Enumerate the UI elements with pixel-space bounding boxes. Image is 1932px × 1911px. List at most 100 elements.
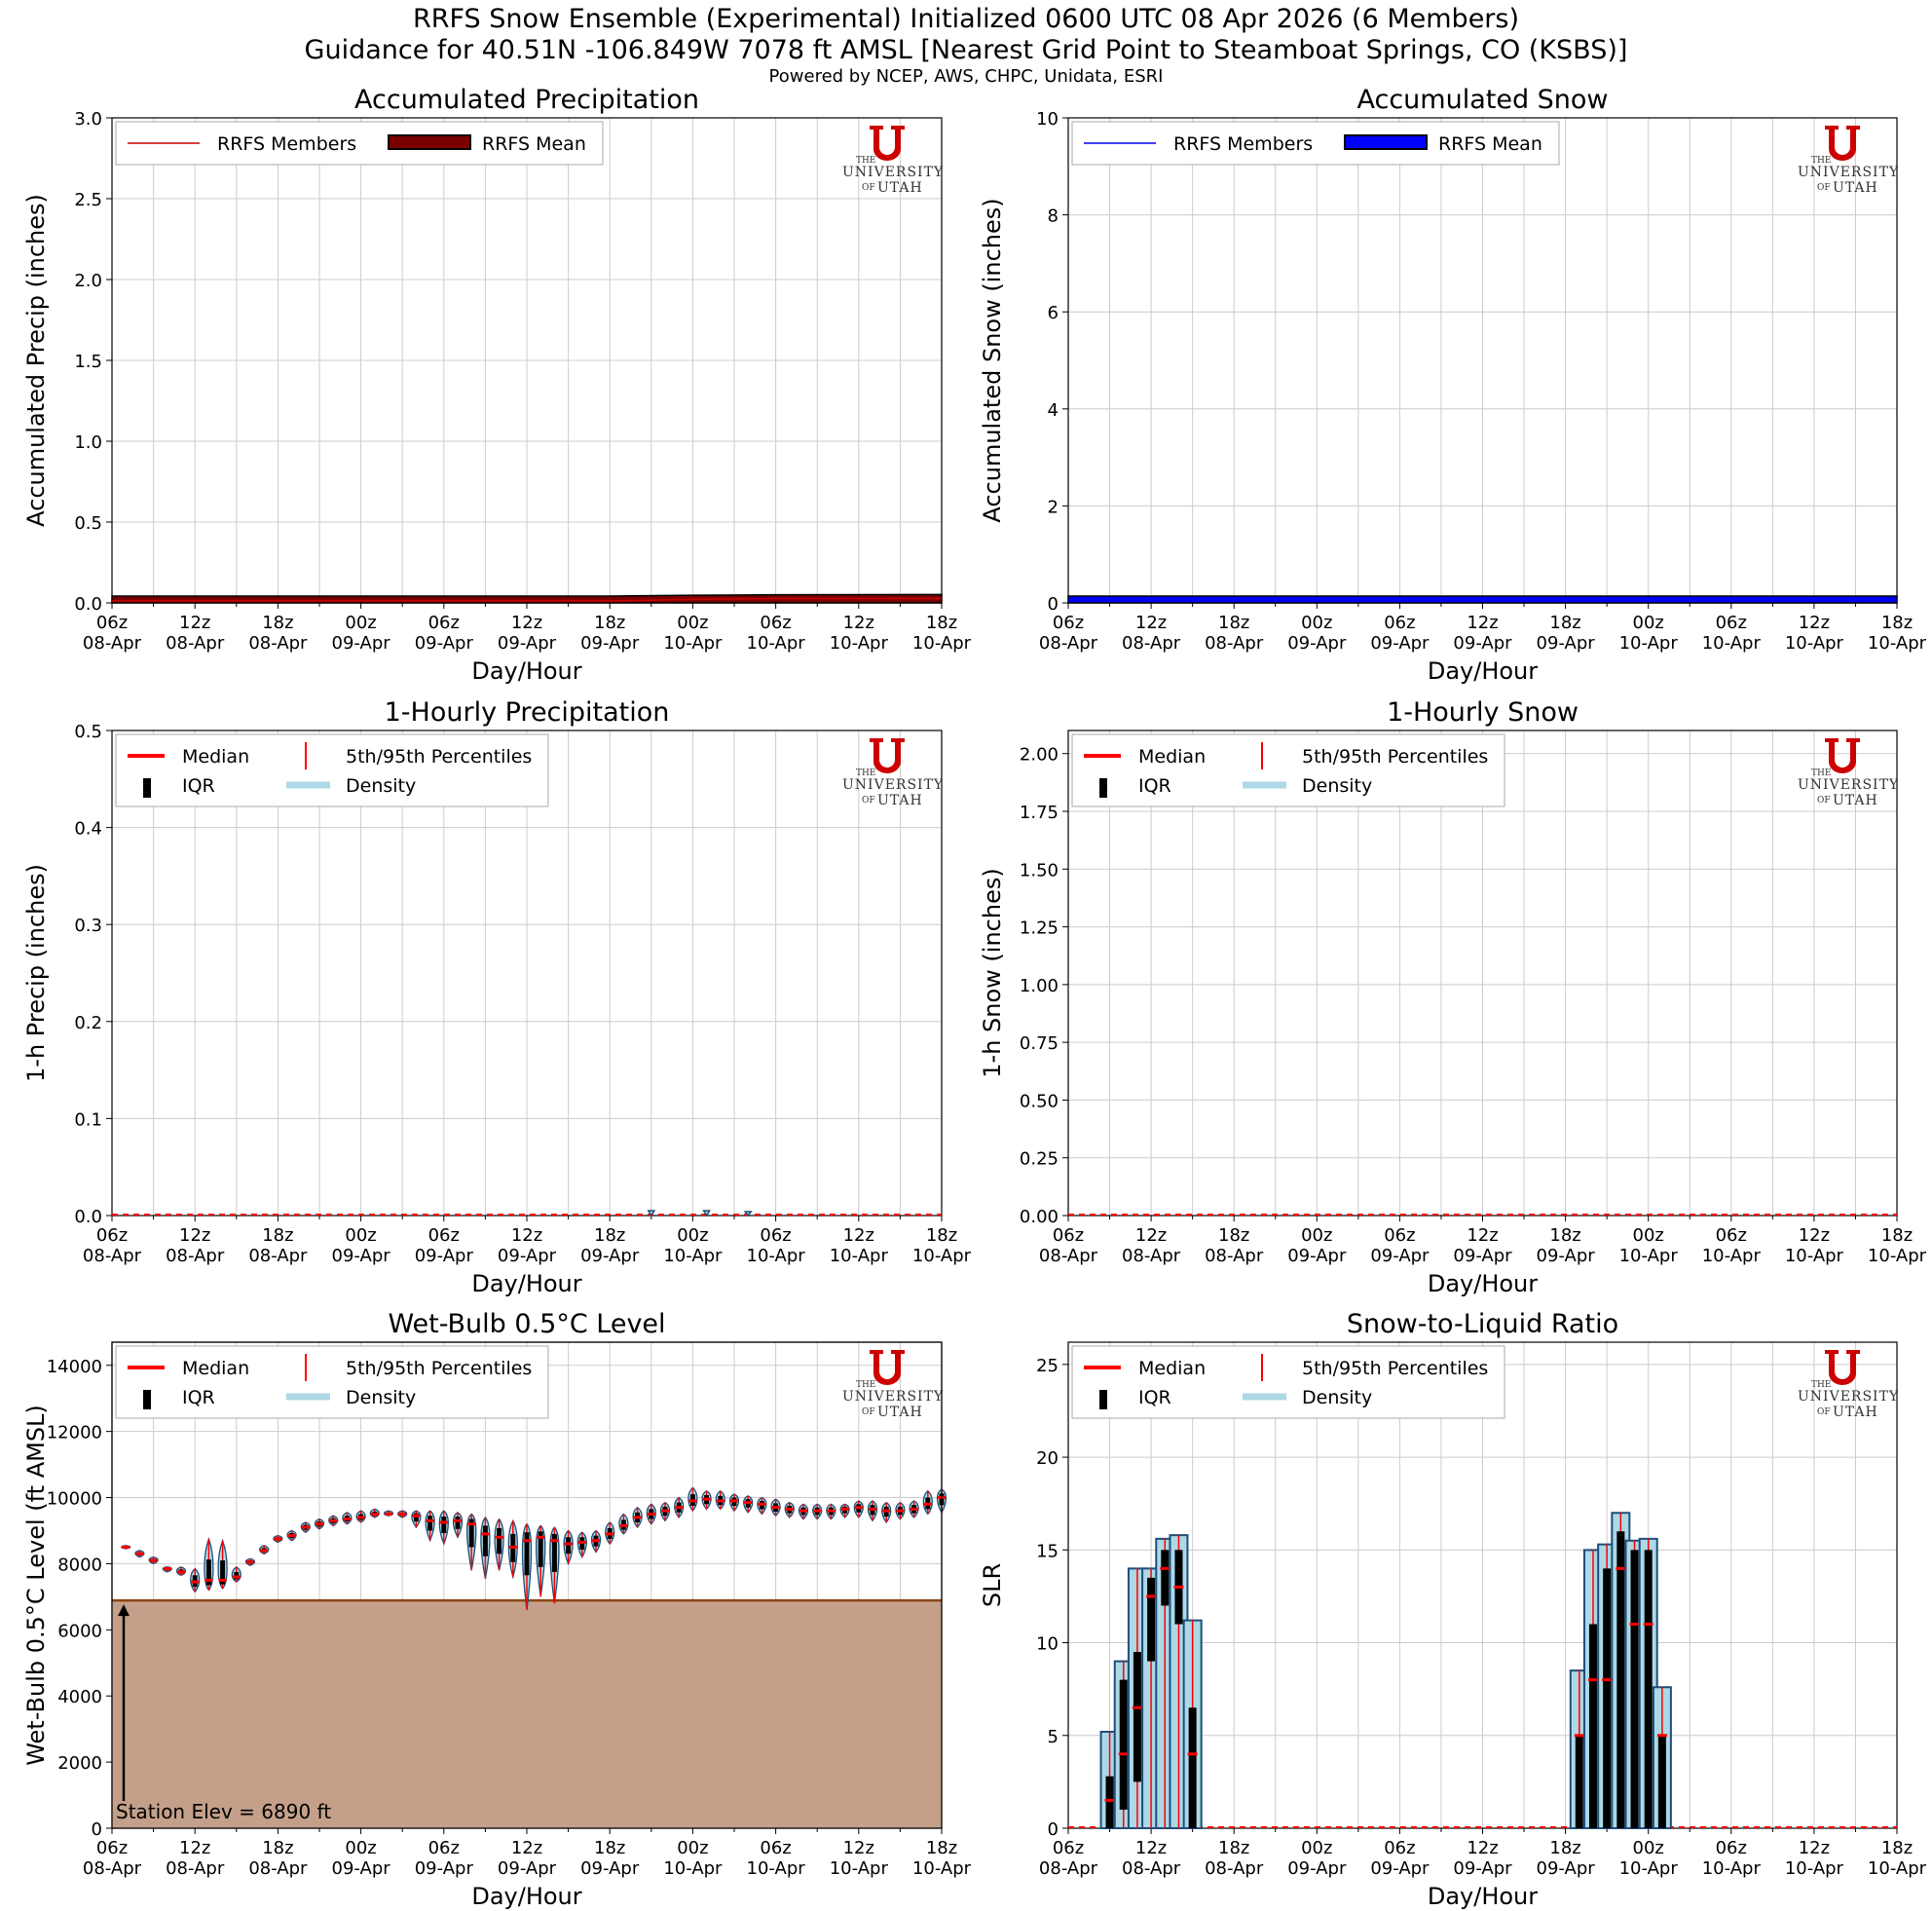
utah-u-logo-icon — [870, 738, 905, 773]
x-tick-day-label: 09-Apr — [580, 633, 640, 654]
logo-utah-text: UTAH — [1833, 180, 1878, 196]
utah-u-logo-icon — [1825, 738, 1860, 773]
x-tick-day-label: 10-Apr — [1702, 1858, 1762, 1879]
iqr-bar — [413, 1513, 419, 1522]
x-tick-hour-label: 12z — [1135, 613, 1167, 633]
x-tick-hour-label: 18z — [594, 1838, 625, 1858]
x-tick-hour-label: 00z — [1301, 1838, 1332, 1858]
x-tick-hour-label: 06z — [1053, 1225, 1084, 1246]
logo-university-text: UNIVERSITY — [842, 777, 944, 793]
iqr-bar — [205, 1559, 211, 1586]
x-tick-day-label: 10-Apr — [830, 1858, 889, 1879]
x-tick-day-label: 09-Apr — [415, 633, 474, 654]
x-tick-hour-label: 12z — [1135, 1838, 1167, 1858]
x-tick-hour-label: 12z — [1799, 613, 1830, 633]
legend-mean-label: RRFS Mean — [1438, 133, 1542, 155]
x-tick-day-label: 10-Apr — [1868, 1858, 1927, 1879]
panel-title: 1-Hourly Snow — [1387, 697, 1579, 728]
legend-members-label: RRFS Members — [217, 133, 356, 155]
legend-box — [115, 1345, 549, 1419]
x-tick-hour-label: 06z — [96, 1225, 128, 1246]
x-tick-hour-label: 18z — [1881, 613, 1913, 633]
x-tick-hour-label: 18z — [262, 613, 293, 633]
y-tick-label: 1.5 — [74, 352, 102, 372]
legend-density-label: Density — [1302, 775, 1372, 797]
x-tick-day-label: 10-Apr — [1785, 1246, 1844, 1266]
y-tick-label: 2.5 — [74, 190, 102, 210]
x-tick-day-label: 09-Apr — [332, 1858, 391, 1879]
x-tick-day-label: 08-Apr — [248, 1246, 308, 1266]
x-tick-hour-label: 00z — [1301, 1225, 1332, 1246]
iqr-bar — [1630, 1550, 1639, 1828]
legend-density-label: Density — [346, 1387, 416, 1408]
x-tick-hour-label: 12z — [179, 1225, 210, 1246]
logo-the-text: THE — [1811, 768, 1831, 778]
logo-the-text: THE — [856, 156, 875, 166]
y-axis-label: 1-h Precip (inches) — [22, 864, 50, 1082]
x-tick-day-label: 09-Apr — [1453, 633, 1512, 654]
utah-u-logo-icon — [1825, 126, 1860, 161]
x-tick-hour-label: 12z — [843, 1838, 874, 1858]
x-tick-day-label: 08-Apr — [166, 1246, 225, 1266]
x-tick-hour-label: 06z — [760, 1225, 791, 1246]
x-tick-hour-label: 00z — [345, 1225, 376, 1246]
legend-box — [1071, 1345, 1505, 1419]
x-tick-day-label: 09-Apr — [1287, 1246, 1347, 1266]
x-tick-hour-label: 00z — [1633, 613, 1664, 633]
y-tick-label: 0.4 — [74, 819, 102, 840]
legend-iqr-label: IQR — [1138, 775, 1171, 797]
logo-the-text: THE — [856, 1380, 875, 1390]
y-tick-label: 6 — [1048, 303, 1059, 323]
legend-iqr-swatch — [1099, 1390, 1107, 1409]
y-tick-label: 1.75 — [1020, 803, 1059, 823]
y-axis-label: Accumulated Snow (inches) — [979, 198, 1006, 522]
legend-members-label: RRFS Members — [1173, 133, 1313, 155]
y-tick-label: 10000 — [47, 1489, 102, 1510]
x-tick-hour-label: 06z — [1384, 613, 1415, 633]
x-tick-day-label: 10-Apr — [1619, 1246, 1679, 1266]
x-tick-hour-label: 06z — [428, 613, 460, 633]
iqr-bar — [551, 1533, 557, 1572]
x-tick-day-label: 08-Apr — [1039, 1246, 1098, 1266]
logo-the-text: THE — [856, 768, 875, 778]
chart-hourly_precip: 0.00.10.20.30.40.506z08-Apr12z08-Apr18z0… — [22, 697, 972, 1297]
x-tick-hour-label: 18z — [1549, 1225, 1580, 1246]
x-tick-day-label: 09-Apr — [332, 633, 391, 654]
iqr-bar — [1105, 1776, 1114, 1828]
x-tick-day-label: 08-Apr — [1039, 633, 1098, 654]
figure-header: RRFS Snow Ensemble (Experimental) Initia… — [0, 0, 1932, 88]
x-tick-day-label: 09-Apr — [580, 1246, 640, 1266]
y-tick-label: 0.0 — [74, 1207, 102, 1227]
y-axis-label: Accumulated Precip (inches) — [22, 194, 50, 527]
x-tick-hour-label: 12z — [843, 613, 874, 633]
y-axis-label: 1-h Snow (inches) — [979, 868, 1006, 1077]
x-tick-hour-label: 12z — [843, 1225, 874, 1246]
panel-title: Wet-Bulb 0.5°C Level — [388, 1309, 665, 1339]
logo-university-text: UNIVERSITY — [1798, 165, 1899, 180]
x-tick-hour-label: 00z — [677, 1225, 708, 1246]
logo-of-text: OF — [862, 1407, 875, 1417]
x-axis-label: Day/Hour — [1428, 1883, 1538, 1910]
legend-iqr-label: IQR — [182, 1387, 215, 1408]
x-tick-hour-label: 06z — [428, 1838, 460, 1858]
y-tick-label: 0.2 — [74, 1013, 102, 1033]
logo-of-text: OF — [1817, 1407, 1831, 1417]
iqr-bar — [566, 1537, 572, 1555]
x-tick-hour-label: 06z — [96, 613, 128, 633]
iqr-bar — [482, 1525, 488, 1556]
x-axis-label: Day/Hour — [471, 1270, 581, 1297]
iqr-bar — [1133, 1652, 1141, 1782]
legend-iqr-swatch — [1099, 778, 1107, 798]
x-axis-label: Day/Hour — [471, 657, 581, 685]
y-tick-label: 4000 — [57, 1687, 102, 1707]
chart-hourly_snow: 0.000.250.500.751.001.251.501.752.0006z0… — [979, 697, 1927, 1297]
x-tick-day-label: 09-Apr — [1453, 1246, 1512, 1266]
plot-frame-top — [111, 1341, 943, 1829]
x-tick-hour-label: 00z — [677, 613, 708, 633]
x-tick-day-label: 09-Apr — [1537, 1858, 1596, 1879]
y-tick-label: 25 — [1036, 1356, 1059, 1376]
x-tick-day-label: 10-Apr — [912, 1858, 972, 1879]
legend-percentile-label: 5th/95th Percentiles — [1302, 746, 1488, 768]
chart-slr: 051015202506z08-Apr12z08-Apr18z08-Apr00z… — [979, 1309, 1927, 1910]
